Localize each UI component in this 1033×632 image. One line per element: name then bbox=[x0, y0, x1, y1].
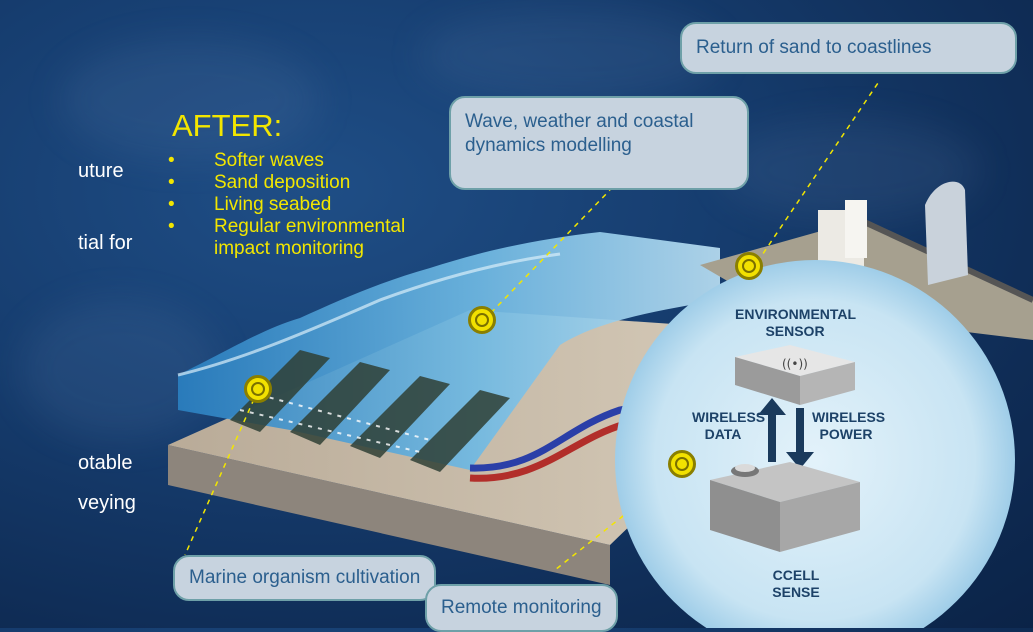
wireless-power-arrow bbox=[786, 408, 814, 469]
label-wireless-power: WIRELESS POWER bbox=[812, 409, 886, 442]
environmental-sensor-box bbox=[735, 345, 855, 376]
label-environmental-sensor: ENVIRONMENTAL SENSOR bbox=[735, 306, 857, 339]
after-list: Softer waves Sand deposition Living seab… bbox=[166, 150, 424, 260]
after-heading: AFTER: bbox=[172, 108, 283, 143]
marker-ring-coast[interactable] bbox=[735, 252, 763, 280]
sensor-circle bbox=[615, 260, 1015, 628]
callout-wave-modelling: Wave, weather and coastal dynamics model… bbox=[449, 96, 749, 190]
leader-remote bbox=[554, 465, 687, 571]
callout-remote-monitoring: Remote monitoring bbox=[425, 584, 618, 632]
leader-return-sand bbox=[751, 79, 881, 271]
marker-ring-reef[interactable] bbox=[244, 375, 272, 403]
after-item-softer-waves: Softer waves bbox=[166, 150, 424, 172]
left-text-fragment-4: veying bbox=[78, 492, 136, 514]
marker-ring-sensor[interactable] bbox=[668, 450, 696, 478]
reef-rows bbox=[230, 350, 510, 472]
svg-text:((•)): ((•)) bbox=[782, 357, 808, 371]
left-text-fragment-1: uture bbox=[78, 160, 124, 182]
after-item-sand-deposition: Sand deposition bbox=[166, 172, 424, 194]
after-item-living-seabed: Living seabed bbox=[166, 194, 424, 216]
seabed-slab-side bbox=[168, 445, 610, 585]
label-wireless-data: WIRELESS DATA bbox=[692, 409, 766, 442]
left-text-fragment-2: tial for bbox=[78, 232, 133, 254]
wireless-data-arrow bbox=[758, 398, 786, 462]
callout-marine-cultivation: Marine organism cultivation bbox=[173, 555, 437, 601]
callout-return-sand: Return of sand to coastlines bbox=[680, 22, 1017, 74]
label-ccell-sense: CCELL SENSE bbox=[772, 567, 820, 600]
leader-wave-modelling bbox=[483, 189, 611, 321]
building-tower bbox=[925, 181, 968, 285]
marker-ring-wave[interactable] bbox=[468, 306, 496, 334]
leader-marine bbox=[184, 389, 259, 556]
after-item-impact-monitoring: Regular environmental impact monitoring bbox=[166, 216, 424, 260]
left-text-fragment-3: otable bbox=[78, 452, 133, 474]
